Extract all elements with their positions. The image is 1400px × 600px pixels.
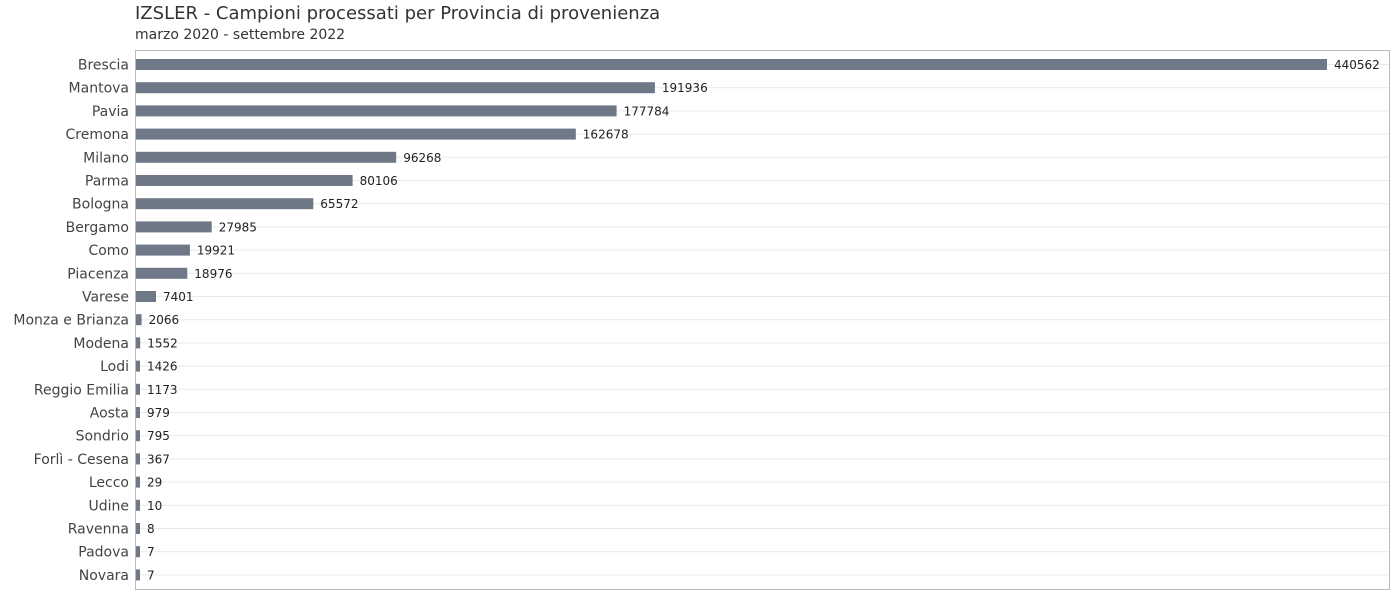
category-labels: Brescia Mantova Pavia Cremona Milano Parma Bol… [13, 58, 129, 584]
value-label: 7401 [163, 290, 194, 304]
category-label: Aosta [90, 406, 129, 422]
value-label: 29 [147, 476, 162, 490]
bar-piacenza[interactable] [136, 267, 188, 279]
value-label: 65572 [320, 197, 358, 211]
bar-como[interactable] [136, 244, 190, 256]
bar-forl-cesena[interactable] [136, 453, 140, 465]
category-label: Lodi [100, 359, 129, 375]
bar-udine[interactable] [136, 499, 140, 511]
bar-brescia[interactable] [136, 59, 1327, 70]
value-label: 27985 [219, 220, 257, 234]
value-label: 18976 [194, 267, 232, 281]
value-label: 7 [147, 545, 155, 559]
category-label: Padova [78, 545, 129, 561]
category-label: Varese [82, 290, 129, 306]
bar-pavia[interactable] [136, 105, 617, 117]
category-label: Bologna [72, 197, 129, 213]
value-label: 10 [147, 499, 162, 513]
bars-layer [136, 59, 1327, 581]
bar-reggio-emilia[interactable] [136, 383, 140, 395]
chart-subtitle: marzo 2020 - settembre 2022 [135, 27, 346, 43]
value-label: 979 [147, 406, 170, 420]
category-label: Ravenna [68, 522, 129, 538]
bar-parma[interactable] [136, 175, 353, 186]
bar-padova[interactable] [136, 546, 140, 558]
value-label: 7 [147, 568, 155, 582]
value-label: 1552 [147, 336, 178, 350]
category-label: Modena [73, 336, 129, 352]
value-label: 795 [147, 429, 170, 443]
bar-mantova[interactable] [136, 82, 655, 94]
value-label: 80106 [360, 174, 398, 188]
bar-cremona[interactable] [136, 128, 576, 140]
category-label: Reggio Emilia [34, 382, 129, 398]
bar-varese[interactable] [136, 291, 156, 302]
category-label: Novara [79, 568, 129, 584]
bar-bologna[interactable] [136, 198, 314, 210]
value-label: 19921 [197, 244, 235, 258]
category-label: Parma [85, 174, 129, 190]
chart-title: IZSLER - Campioni processati per Provinc… [135, 3, 661, 24]
category-label: Mantova [69, 81, 129, 97]
category-label: Monza e Brianza [13, 313, 129, 329]
value-label: 162678 [583, 128, 629, 142]
category-label: Piacenza [67, 266, 129, 282]
category-label: Pavia [92, 104, 129, 120]
category-label: Bergamo [66, 220, 129, 236]
category-label: Cremona [66, 127, 130, 143]
category-label: Lecco [89, 475, 129, 491]
value-label: 2066 [149, 313, 180, 327]
grid-layer [136, 64, 1389, 576]
bar-monza-e-brianza[interactable] [136, 314, 142, 326]
bar-lodi[interactable] [136, 360, 140, 372]
bar-aosta[interactable] [136, 407, 140, 418]
category-label: Forlì - Cesena [34, 452, 129, 468]
bar-bergamo[interactable] [136, 221, 212, 233]
value-label: 367 [147, 452, 170, 466]
value-label: 8 [147, 522, 155, 536]
bar-sondrio[interactable] [136, 430, 140, 442]
category-label: Sondrio [76, 429, 129, 445]
value-label: 1173 [147, 383, 178, 397]
value-label: 191936 [662, 81, 708, 95]
category-label: Udine [88, 498, 129, 514]
value-label: 1426 [147, 360, 178, 374]
bar-ravenna[interactable] [136, 523, 140, 534]
value-label: 177784 [624, 104, 670, 118]
bar-milano[interactable] [136, 151, 397, 163]
bar-modena[interactable] [136, 337, 141, 349]
category-label: Milano [83, 150, 129, 166]
category-label: Brescia [78, 58, 129, 74]
value-label: 96268 [403, 151, 441, 165]
plot-area-frame [135, 50, 1390, 590]
value-label: 440562 [1334, 58, 1380, 72]
bar-novara[interactable] [136, 569, 140, 581]
bar-lecco[interactable] [136, 476, 140, 488]
category-label: Como [88, 243, 129, 259]
